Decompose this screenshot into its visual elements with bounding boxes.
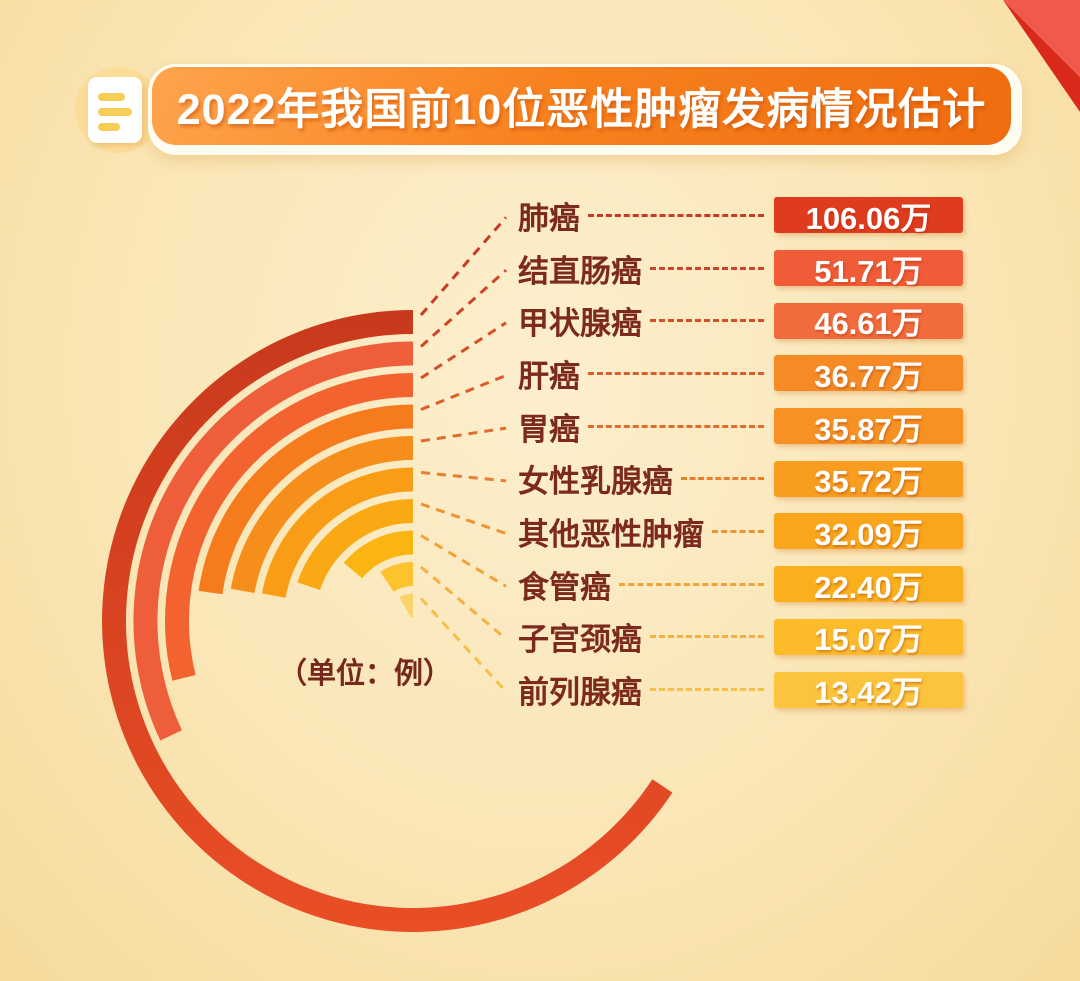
corner-ribbon-dark xyxy=(1003,0,1080,112)
arc-band-9 xyxy=(380,562,413,592)
leader-line-9 xyxy=(420,565,507,641)
list-item: 子宫颈癌 15.07万 xyxy=(518,611,963,664)
arc-band-3 xyxy=(165,373,413,681)
dashed-connector xyxy=(650,688,764,692)
leader-line-6 xyxy=(420,471,507,483)
title-banner: 2022年我国前10位恶性肿瘤发病情况估计 xyxy=(152,67,1011,145)
dashed-connector xyxy=(681,477,764,481)
value-badge: 51.71万 xyxy=(774,250,963,289)
category-label: 肝癌 xyxy=(518,358,580,394)
leader-line-2 xyxy=(419,268,508,348)
leader-line-10 xyxy=(419,597,508,693)
document-icon-line xyxy=(98,123,120,131)
value-badge: 32.09万 xyxy=(774,513,963,552)
dashed-connector xyxy=(650,635,764,639)
dashed-connector xyxy=(588,371,764,375)
list-item: 肝癌 36.77万 xyxy=(518,347,963,400)
title-banner-backing: 2022年我国前10位恶性肿瘤发病情况估计 xyxy=(148,64,1022,155)
arc-band-2 xyxy=(133,341,413,741)
category-label: 肺癌 xyxy=(518,200,580,236)
page-title: 2022年我国前10位恶性肿瘤发病情况估计 xyxy=(176,86,987,134)
unit-note: （单位：例） xyxy=(278,658,453,690)
value-badge: 106.06万 xyxy=(774,197,963,236)
arc-band-6 xyxy=(262,467,413,598)
category-label: 前列腺癌 xyxy=(518,675,642,711)
arc-band-4 xyxy=(198,404,413,595)
list-item: 胃癌 35.87万 xyxy=(518,400,963,453)
value-badge: 36.77万 xyxy=(774,355,963,394)
value-badge: 46.61万 xyxy=(774,302,963,341)
value-badge: 22.40万 xyxy=(774,566,963,605)
leader-line-3 xyxy=(420,321,507,380)
dashed-connector xyxy=(650,266,764,270)
category-label: 子宫颈癌 xyxy=(518,622,642,658)
value-badge: 35.87万 xyxy=(774,408,963,447)
arc-band-8 xyxy=(343,530,413,579)
category-label: 其他恶性肿瘤 xyxy=(518,516,704,552)
corner-ribbon-light xyxy=(1003,0,1080,77)
category-label: 女性乳腺癌 xyxy=(518,464,673,500)
list-item: 甲状腺癌 46.61万 xyxy=(518,294,963,347)
list-item: 肺癌 106.06万 xyxy=(518,189,963,242)
category-label: 胃癌 xyxy=(518,411,580,447)
leader-line-5 xyxy=(420,426,507,443)
category-label: 食管癌 xyxy=(518,569,611,605)
dashed-connector xyxy=(588,213,764,217)
legend-list: 肺癌 106.06万结直肠癌 51.71万甲状腺癌 46.61万肝癌 36.77万胃癌 3… xyxy=(518,189,963,716)
leader-line-7 xyxy=(420,502,507,535)
leader-line-8 xyxy=(420,534,507,588)
dashed-connector xyxy=(650,319,764,323)
list-item: 结直肠癌 51.71万 xyxy=(518,242,963,295)
document-icon-line xyxy=(98,93,125,101)
leader-line-1 xyxy=(419,216,508,316)
leader-line-4 xyxy=(420,374,507,411)
arc-band-7 xyxy=(297,499,413,590)
document-icon xyxy=(88,77,142,143)
dashed-connector xyxy=(712,529,764,533)
value-badge: 13.42万 xyxy=(774,671,963,710)
dashed-connector xyxy=(588,424,764,428)
value-badge: 15.07万 xyxy=(774,618,963,657)
list-item: 前列腺癌 13.42万 xyxy=(518,663,963,716)
arc-band-10 xyxy=(399,593,413,618)
arc-band-5 xyxy=(230,435,413,593)
dashed-connector xyxy=(619,582,764,586)
list-item: 食管癌 22.40万 xyxy=(518,558,963,611)
list-item: 女性乳腺癌 35.72万 xyxy=(518,452,963,505)
category-label: 结直肠癌 xyxy=(518,253,642,289)
value-badge: 35.72万 xyxy=(774,460,963,499)
list-item: 其他恶性肿瘤 32.09万 xyxy=(518,505,963,558)
category-label: 甲状腺癌 xyxy=(518,306,642,342)
document-icon-line xyxy=(98,108,132,116)
